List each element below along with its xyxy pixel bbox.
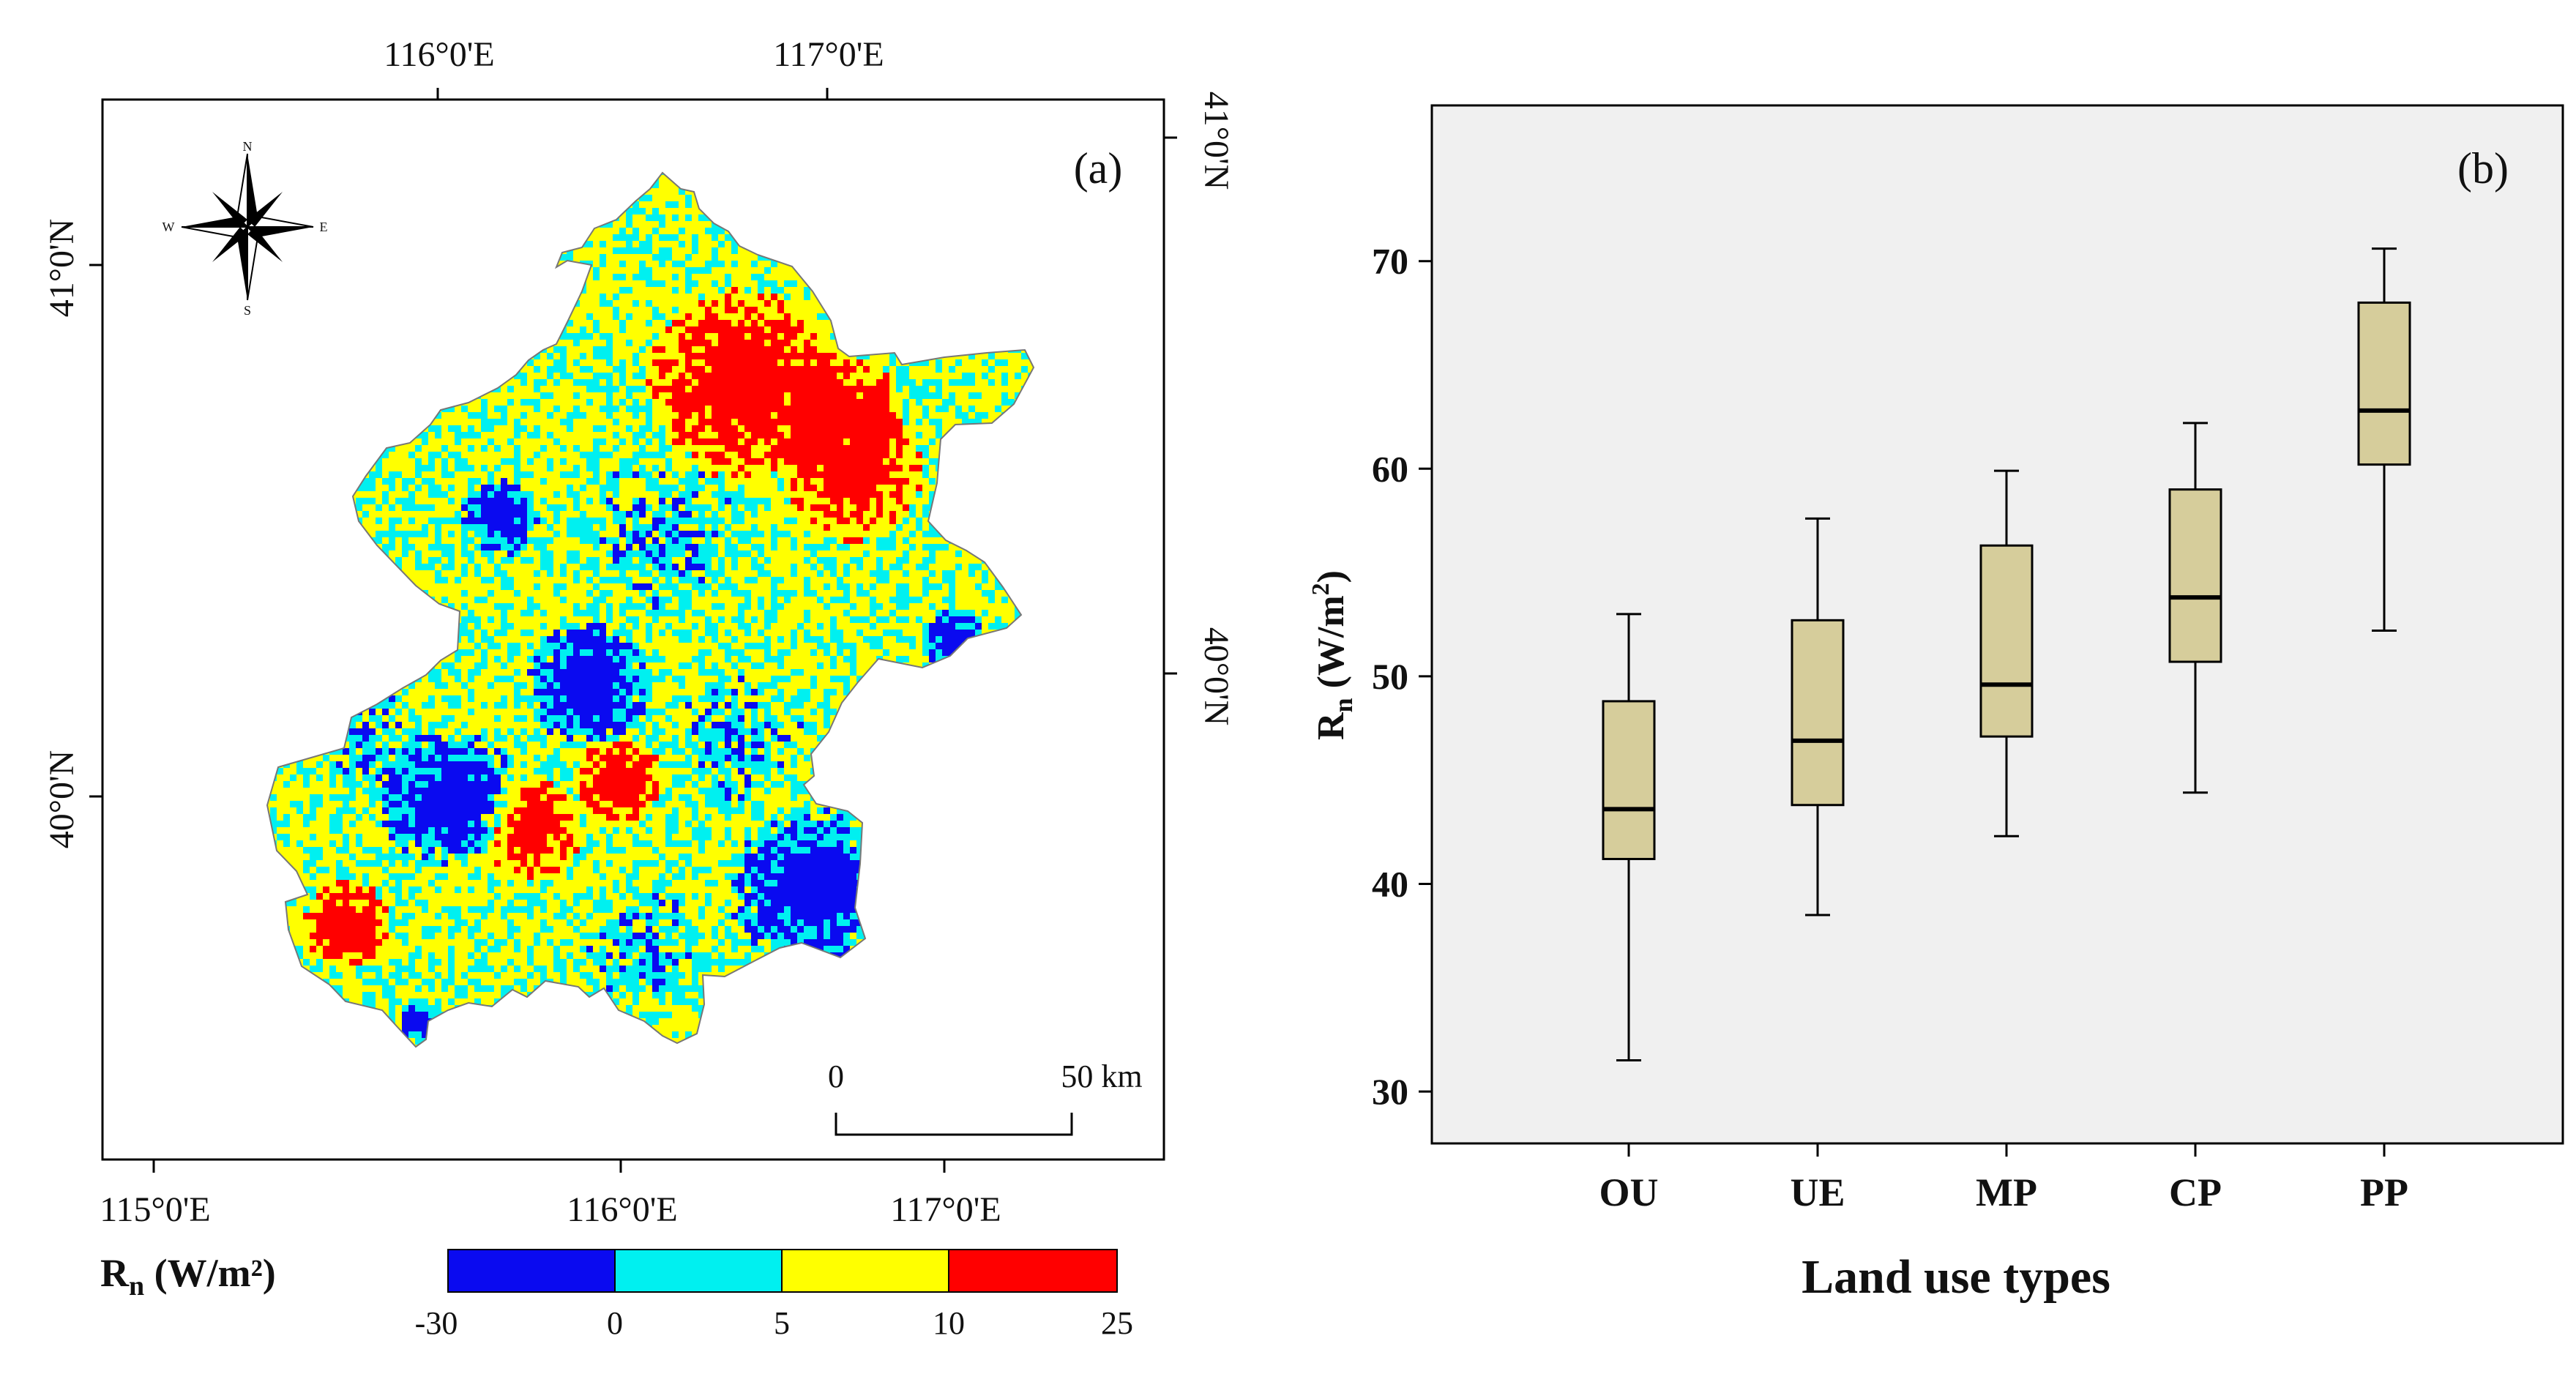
legend-tick-1: -30 [415,1305,458,1341]
top-lon-label-1: 116°0'E [384,35,494,74]
iqr-box [1791,619,1845,807]
legend-tick-2: 0 [607,1305,623,1341]
map-tick-marks [89,88,1177,1173]
map-panel: 116°0'E 117°0'E 115°0'E 116°0'E 117°0'E … [42,35,1236,1229]
box-pp [2357,247,2411,632]
y-tick-label: 30 [1372,1071,1408,1112]
iqr-box [1602,700,1656,860]
region-outline [266,171,1035,1048]
legend-swatch-4 [948,1249,1118,1293]
x-tick-label: PP [2360,1170,2408,1214]
bottom-lon-label-2: 116°0'E [567,1190,677,1229]
iqr-box [1979,544,2034,738]
y-tick-label: 60 [1372,448,1408,489]
legend-swatch-2 [614,1249,783,1293]
compass-rose-icon: N S E W [163,139,328,318]
compass-e: E [320,220,328,234]
y-axis-title: Rn (W/m2) [1307,570,1358,740]
panel-a-label: (a) [1074,144,1123,193]
panel-b-label: (b) [2457,144,2509,193]
x-axis-title: Land use types [1802,1250,2110,1304]
raster-class-4 [303,287,922,966]
right-lat-label-2: 40°0'N [1197,627,1236,726]
raster-class-2 [267,173,1034,1047]
left-lat-label-1: 41°0'N [42,219,81,318]
iqr-box [2168,488,2222,663]
compass-s: S [244,303,251,318]
box-ou [1602,613,1656,1062]
boxes [1602,247,2411,1062]
x-tick-label: CP [2169,1170,2222,1214]
y-axis: 30 40 50 60 70 [1372,241,1432,1112]
y-tick-label: 40 [1372,864,1408,905]
scale-bar-start: 0 [828,1058,844,1094]
bottom-lon-label-1: 115°0'E [100,1190,210,1229]
box-cp [2168,422,2222,794]
legend-swatch-3 [781,1249,949,1293]
scale-bar: 0 50 km [828,1058,1143,1136]
box-mp [1979,469,2034,837]
x-axis: OU UE MP CP PP [1599,1143,2408,1214]
y-tick-label: 50 [1372,656,1408,697]
left-lat-label-2: 40°0'N [42,750,81,849]
iqr-box [2357,301,2411,466]
legend-tick-5: 25 [1101,1305,1133,1341]
x-tick-label: UE [1790,1170,1845,1214]
raster-class-1 [336,471,982,1038]
boxplot-panel: (b) 30 40 50 60 70 OU UE MP CP PP Land use types… [1307,104,2564,1304]
right-lat-label-1: 41°0'N [1197,92,1236,190]
compass-w: W [163,220,175,234]
x-tick-label: MP [1976,1170,2037,1214]
compass-n: N [243,139,253,154]
legend-tick-4: 10 [933,1305,965,1341]
legend-swatch-1 [447,1249,616,1293]
legend-tick-3: 5 [774,1305,790,1341]
box-ue [1791,517,1845,916]
bottom-lon-label-3: 117°0'E [890,1190,1001,1229]
x-tick-label: OU [1599,1170,1659,1214]
top-lon-label-2: 117°0'E [773,35,884,74]
legend-title: Rn (W/m²) [100,1251,276,1302]
color-legend: Rn (W/m²) -30 0 5 10 25 [100,1249,1133,1341]
scale-bar-end: 50 km [1061,1058,1142,1094]
y-tick-label: 70 [1372,241,1408,282]
